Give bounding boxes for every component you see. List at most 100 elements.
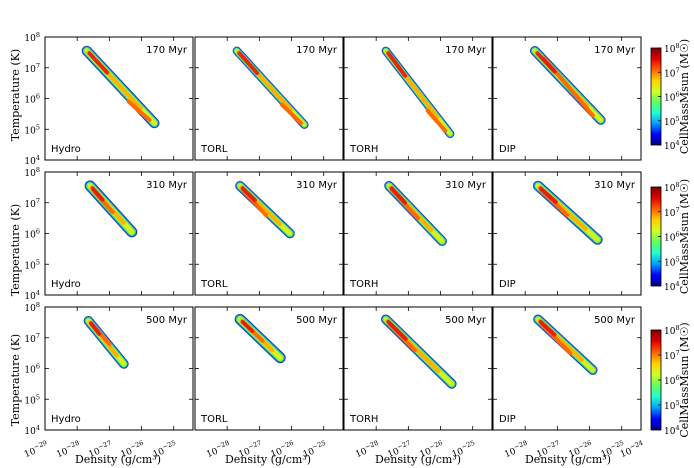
panel-model-label: TORH xyxy=(349,144,378,155)
panel-hydro-170myr: 170 Myr Hydro xyxy=(44,36,194,161)
density-peak-red xyxy=(389,186,407,205)
density-peak-red xyxy=(535,51,557,74)
colorbar-tick-label: 108 xyxy=(664,42,680,55)
y-tick-label: 107 xyxy=(24,62,40,75)
panel-torl-500myr: 500 Myr TORL xyxy=(194,306,344,431)
y-tick-label: 106 xyxy=(24,363,40,376)
density-peak-red xyxy=(538,186,558,204)
panel-model-label: Hydro xyxy=(51,144,81,155)
panel-model-label: TORL xyxy=(200,279,228,290)
panel-dip-500myr: 500 Myr DIP xyxy=(492,306,642,431)
phase-distribution xyxy=(533,314,598,375)
axis-labels-layer: Temperature (K) Temperature (K) Temperat… xyxy=(9,49,611,466)
y-tick-label: 107 xyxy=(24,197,40,210)
y-tick-label: 104 xyxy=(24,154,40,167)
density-peak-red xyxy=(87,51,110,75)
density-peak-red xyxy=(90,186,105,202)
panel-model-label: TORH xyxy=(349,414,378,425)
phase-distribution xyxy=(234,313,286,364)
colorbar-tick-label: 107 xyxy=(664,349,680,362)
panel-background xyxy=(195,37,343,160)
panel-ticks xyxy=(194,306,343,431)
density-peak-red xyxy=(240,186,258,203)
panel-time-label: 500 Myr xyxy=(146,315,188,326)
panel-hydro-500myr: 500 Myr Hydro xyxy=(44,306,194,431)
density-peak-red xyxy=(386,319,408,341)
panel-model-label: TORH xyxy=(349,279,378,290)
panel-torh-170myr: 170 Myr TORH xyxy=(343,36,493,161)
panel-torh-310myr: 310 Myr TORH xyxy=(343,171,493,296)
panel-time-label: 310 Myr xyxy=(146,180,188,191)
panel-ticks xyxy=(194,36,343,161)
x-axis-label: Density (g/cm³) xyxy=(75,453,161,466)
colorbar-tick-label: 107 xyxy=(664,66,680,79)
y-tick-label: 104 xyxy=(24,289,40,302)
panel-model-label: DIP xyxy=(499,414,516,425)
colorbar-tick-label: 106 xyxy=(664,231,680,244)
y-tick-label: 105 xyxy=(24,123,40,136)
panel-background xyxy=(45,37,193,160)
phase-distribution xyxy=(380,314,457,389)
panel-ticks xyxy=(343,36,492,161)
panel-ticks xyxy=(44,36,193,161)
panel-model-label: Hydro xyxy=(51,414,81,425)
density-peak-red xyxy=(538,319,557,337)
x-axis-label: Density (g/cm³) xyxy=(225,453,311,466)
density-peak-red xyxy=(386,51,408,78)
x-tick-label: 10−25 xyxy=(151,439,179,460)
y-axis-label: Temperature (K) xyxy=(9,204,22,296)
density-peak-red xyxy=(240,319,255,333)
y-tick-label: 108 xyxy=(24,301,40,314)
panel-time-label: 170 Myr xyxy=(594,45,636,56)
y-tick-label: 106 xyxy=(24,93,40,106)
panel-time-label: 170 Myr xyxy=(445,45,487,56)
colorbar-tick-label: 105 xyxy=(664,255,680,268)
panel-background xyxy=(45,307,193,430)
y-tick-label: 107 xyxy=(24,332,40,345)
panel-time-label: 500 Myr xyxy=(296,315,338,326)
panel-torh-500myr: 500 Myr TORH xyxy=(343,306,493,431)
panel-torl-170myr: 170 Myr TORL xyxy=(194,36,344,161)
panel-ticks xyxy=(343,306,492,431)
colorbar-tick-label: 105 xyxy=(664,115,680,128)
colorbar-label: CellMassMsun (M☉) xyxy=(678,39,691,154)
panel-ticks xyxy=(492,171,641,296)
colorbar-tick-label: 104 xyxy=(664,424,680,437)
colorbar-tick-label: 106 xyxy=(664,91,680,104)
colorbar-tick-label: 104 xyxy=(664,280,680,293)
panel-time-label: 310 Myr xyxy=(594,180,636,191)
panel-background xyxy=(45,172,193,295)
colorbar-label: CellMassMsun (M☉) xyxy=(678,322,691,437)
panel-background xyxy=(493,37,641,160)
x-axis-label: Density (g/cm³) xyxy=(525,453,611,466)
panel-time-label: 500 Myr xyxy=(594,315,636,326)
panel-background xyxy=(493,307,641,430)
phase-distribution xyxy=(235,181,295,239)
panel-ticks xyxy=(492,306,641,431)
panel-ticks xyxy=(194,171,343,296)
panel-background xyxy=(344,172,492,295)
panel-background xyxy=(195,172,343,295)
panel-background xyxy=(195,307,343,430)
phase-distribution xyxy=(381,46,455,139)
colorbar-tick-label: 104 xyxy=(664,139,680,152)
density-peak-red xyxy=(89,321,102,336)
panel-ticks xyxy=(343,171,492,296)
y-tick-label: 108 xyxy=(24,166,40,179)
panel-model-label: DIP xyxy=(499,144,516,155)
panel-time-label: 310 Myr xyxy=(296,180,338,191)
phase-distribution xyxy=(532,180,603,245)
panel-background xyxy=(344,307,492,430)
phase-distribution xyxy=(84,180,138,238)
density-core-red-orange xyxy=(126,99,152,123)
y-axis-label: Temperature (K) xyxy=(9,49,22,141)
density-core-red-orange xyxy=(279,102,304,126)
y-axis-label: Temperature (K) xyxy=(9,334,22,426)
panel-ticks xyxy=(44,171,193,296)
phase-distribution xyxy=(81,45,160,129)
panel-time-label: 310 Myr xyxy=(445,180,487,191)
y-tick-label: 105 xyxy=(24,258,40,271)
